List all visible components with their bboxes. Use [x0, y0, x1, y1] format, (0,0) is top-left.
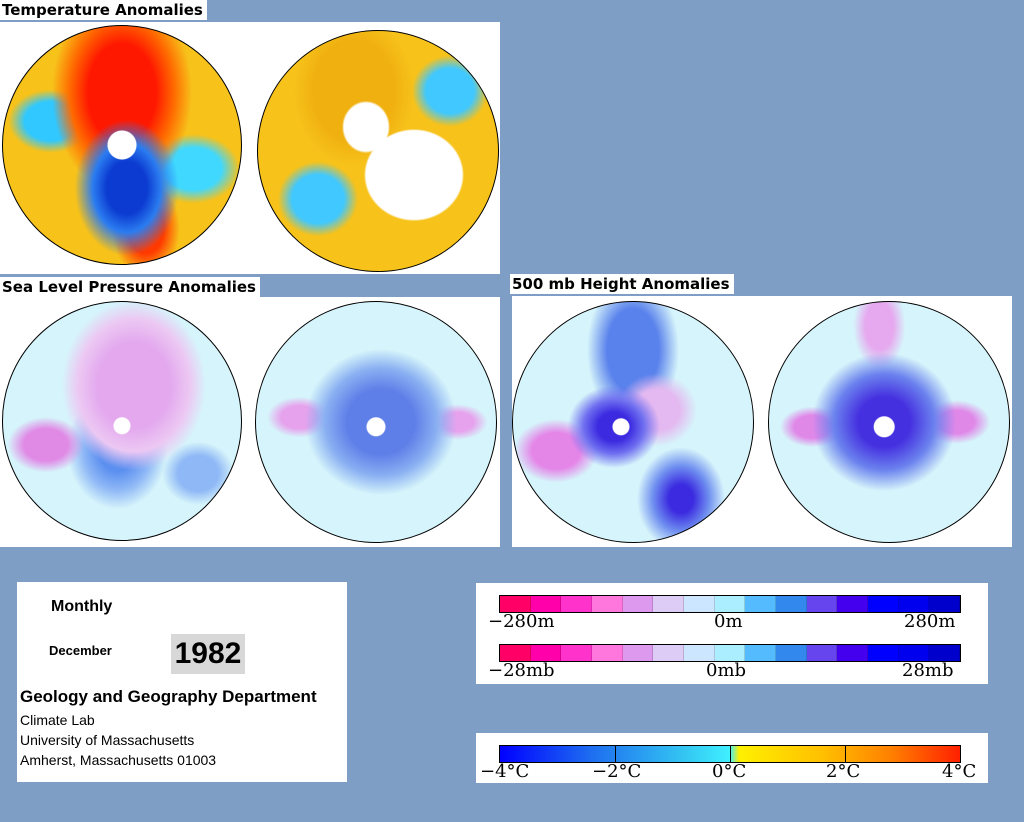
color-bar-segment — [714, 645, 746, 661]
color-bar-segment — [592, 596, 623, 612]
color-bar-segment — [530, 645, 562, 661]
color-bar-segment — [653, 645, 685, 661]
height-maps-panel — [512, 296, 1012, 547]
temp-label-plus4: 4°C — [942, 761, 977, 782]
color-bar-segment — [745, 596, 777, 612]
lab-name: Climate Lab — [20, 712, 95, 728]
color-bar-segment — [622, 645, 654, 661]
color-bar-segment — [837, 596, 869, 612]
color-bar-segment — [684, 596, 715, 612]
color-bar-segment — [929, 596, 961, 612]
color-bar-segment — [929, 645, 961, 661]
period-label: Monthly — [51, 598, 113, 615]
northern-hemisphere-height-map — [512, 301, 754, 543]
department-name: Geology and Geography Department — [20, 687, 317, 706]
color-bar-segment — [776, 596, 807, 612]
pressure-mid-label: 0mb — [706, 660, 747, 681]
color-bar-segment — [776, 645, 807, 661]
color-bar-segment — [745, 645, 777, 661]
color-bar-segment — [806, 596, 838, 612]
pressure-maps-panel — [0, 297, 500, 547]
height-min-label: −280m — [488, 611, 555, 632]
pressure-min-label: −28mb — [488, 660, 555, 681]
color-bar-segment — [592, 645, 623, 661]
color-bar-segment — [868, 645, 899, 661]
northern-hemisphere-temperature-map — [2, 25, 242, 265]
temperature-anomalies-title: Temperature Anomalies — [0, 0, 207, 20]
color-bar-segment — [561, 596, 593, 612]
color-bar-segment — [530, 596, 562, 612]
temp-label-minus2: −2°C — [592, 761, 642, 782]
color-bar-segment — [684, 645, 715, 661]
color-bar-segment — [561, 645, 593, 661]
temperature-maps-panel — [0, 22, 500, 274]
month-label: December — [49, 643, 112, 658]
southern-hemisphere-pressure-map — [255, 301, 497, 543]
height-anomalies-title: 500 mb Height Anomalies — [510, 274, 734, 294]
temperature-color-bar — [499, 745, 961, 763]
color-bar-segment — [653, 596, 685, 612]
southern-hemisphere-temperature-map — [257, 30, 499, 272]
color-bar-segment — [868, 596, 899, 612]
temperature-legend: −4°C −2°C 0°C 2°C 4°C — [476, 733, 988, 783]
temp-label-plus2: 2°C — [826, 761, 861, 782]
color-bar-segment — [714, 596, 746, 612]
southern-hemisphere-height-map — [768, 301, 1010, 543]
color-bar-segment — [500, 596, 531, 612]
color-bar-segment — [898, 596, 930, 612]
pressure-max-label: 28mb — [902, 660, 954, 681]
sea-level-pressure-title: Sea Level Pressure Anomalies — [0, 277, 260, 297]
height-pressure-legend: −280m 0m 280m −28mb 0mb 28mb — [476, 583, 988, 684]
color-bar-segment — [806, 645, 838, 661]
color-bar-segment — [837, 645, 869, 661]
height-color-bar — [499, 595, 961, 613]
pressure-color-bar — [499, 644, 961, 662]
color-bar-segment — [622, 596, 654, 612]
address: Amherst, Massachusetts 01003 — [20, 752, 217, 768]
temp-label-minus4: −4°C — [480, 761, 530, 782]
northern-hemisphere-pressure-map — [2, 301, 242, 541]
university-name: University of Massachusetts — [20, 732, 195, 748]
info-panel: Monthly December 1982 Geology and Geogra… — [17, 582, 347, 782]
temp-label-zero: 0°C — [712, 761, 747, 782]
height-max-label: 280m — [904, 611, 956, 632]
height-mid-label: 0m — [714, 611, 743, 632]
year-display: 1982 — [171, 634, 245, 674]
color-bar-segment — [898, 645, 930, 661]
color-bar-segment — [500, 645, 531, 661]
